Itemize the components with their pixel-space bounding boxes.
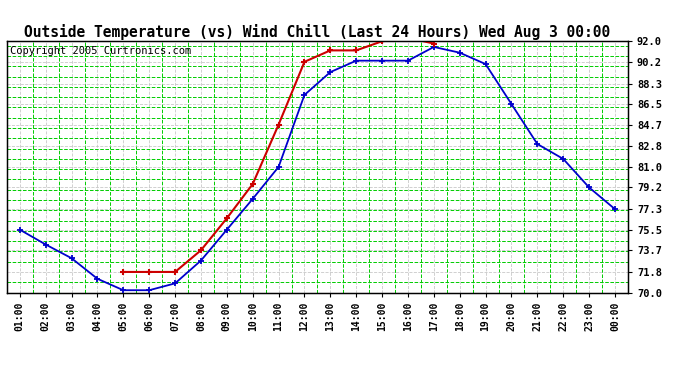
Text: Copyright 2005 Curtronics.com: Copyright 2005 Curtronics.com	[10, 46, 191, 56]
Title: Outside Temperature (vs) Wind Chill (Last 24 Hours) Wed Aug 3 00:00: Outside Temperature (vs) Wind Chill (Las…	[24, 24, 611, 40]
